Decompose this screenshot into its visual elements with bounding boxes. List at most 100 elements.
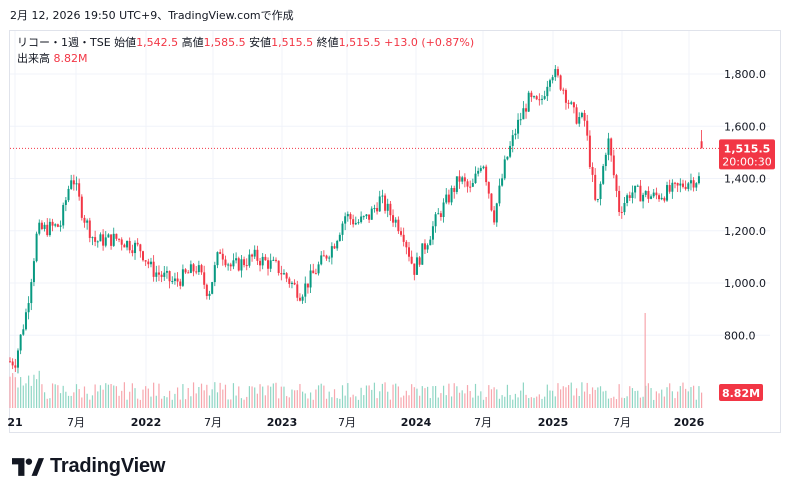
volume-bar	[256, 393, 258, 408]
candle-body	[187, 272, 190, 274]
volume-bar	[278, 398, 280, 408]
volume-bar	[94, 384, 96, 408]
volume-bar	[536, 396, 538, 408]
volume-bar	[192, 382, 195, 408]
volume-bar	[450, 396, 453, 408]
volume-bar	[403, 395, 405, 408]
volume-bar	[554, 396, 556, 408]
x-tick-label: 2024	[401, 416, 432, 429]
chart-panel[interactable]	[9, 30, 781, 433]
candle-body	[378, 196, 381, 212]
candle-body	[110, 234, 113, 246]
candle-body	[591, 167, 594, 175]
volume-bar	[602, 391, 604, 408]
volume-bar	[669, 383, 671, 408]
volume-bar	[474, 383, 477, 408]
volume-bar	[341, 385, 344, 408]
volume-bar	[562, 386, 564, 408]
volume-bar	[328, 391, 330, 408]
candle-body	[253, 249, 256, 257]
candle-body	[179, 281, 182, 286]
volume-bar	[115, 386, 117, 408]
volume-bar	[520, 390, 522, 408]
candle-body	[112, 233, 115, 246]
tradingview-logo[interactable]: TradingView	[12, 455, 165, 478]
volume-bar	[105, 383, 107, 408]
candle-body	[546, 86, 549, 97]
volume-bar	[416, 388, 418, 408]
volume-bar	[653, 399, 655, 408]
volume-bar	[461, 390, 463, 408]
volume-bar	[264, 395, 266, 408]
candle-body	[679, 183, 682, 186]
candle-body	[426, 245, 429, 250]
volume-bar	[363, 395, 365, 408]
candle-body	[463, 177, 466, 182]
candle-body	[471, 183, 474, 187]
volume-tag-text: 8.82M	[722, 387, 760, 400]
candle-body	[243, 259, 246, 266]
volume-bar	[695, 399, 697, 408]
candle-body	[389, 203, 392, 216]
volume-bar	[445, 395, 447, 408]
volume-bar	[65, 391, 67, 408]
candle-body	[304, 283, 307, 297]
volume-bar	[381, 383, 383, 408]
candle-body	[46, 224, 49, 236]
volume-bar	[179, 399, 181, 408]
symbol-label[interactable]: リコー・1週・TSE	[17, 36, 111, 49]
volume-bar	[20, 377, 22, 408]
volume-bar	[302, 391, 304, 408]
candle-body	[221, 253, 224, 260]
volume-bar	[597, 387, 599, 408]
candle-body	[575, 107, 578, 124]
candle-body	[27, 303, 30, 313]
volume-bar	[309, 392, 312, 408]
candle-body	[197, 265, 200, 273]
volume-bar	[360, 387, 362, 408]
volume-bar	[129, 391, 131, 408]
volume-bar	[355, 396, 357, 408]
change-value: +13.0 (+0.87%)	[384, 36, 475, 49]
last-price-tag[interactable]	[719, 139, 775, 170]
candle-body	[392, 215, 395, 223]
volume-bar	[286, 396, 288, 408]
candle-body	[259, 260, 262, 266]
candle-body	[195, 271, 198, 273]
candle-body	[681, 183, 684, 187]
volume-tag[interactable]	[719, 384, 763, 401]
candle-body	[184, 269, 187, 273]
volume-bar	[674, 398, 676, 408]
volume-bar	[581, 382, 583, 408]
candle-body	[35, 233, 38, 262]
candle-body	[676, 182, 679, 186]
volume-bar	[291, 389, 293, 408]
candle-body	[333, 246, 336, 249]
candle-body	[400, 231, 403, 235]
candle-body	[75, 183, 78, 185]
candle-body	[655, 192, 658, 196]
volume-bar	[131, 383, 133, 408]
y-tick-label: 1,200.0	[724, 225, 766, 238]
candle-body	[461, 177, 464, 182]
candle-body	[336, 240, 339, 249]
x-tick-label: 2026	[674, 416, 705, 429]
candle-body	[11, 361, 14, 366]
volume-bar	[466, 385, 469, 408]
candle-body	[64, 200, 67, 205]
candle-body	[322, 255, 325, 257]
candle-body	[501, 178, 504, 186]
volume-bar	[208, 395, 211, 408]
volume-bar	[655, 391, 657, 408]
volume-bar	[70, 395, 72, 408]
candle-body	[538, 99, 541, 101]
volume-bar	[59, 393, 62, 408]
volume-bar	[647, 383, 649, 408]
volume-bar	[153, 382, 155, 408]
candle-body	[325, 255, 328, 259]
volume-bar	[538, 394, 540, 408]
low-label: 安値	[249, 36, 272, 49]
x-tick-label: 7月	[204, 416, 222, 429]
volume-bar	[349, 397, 352, 408]
